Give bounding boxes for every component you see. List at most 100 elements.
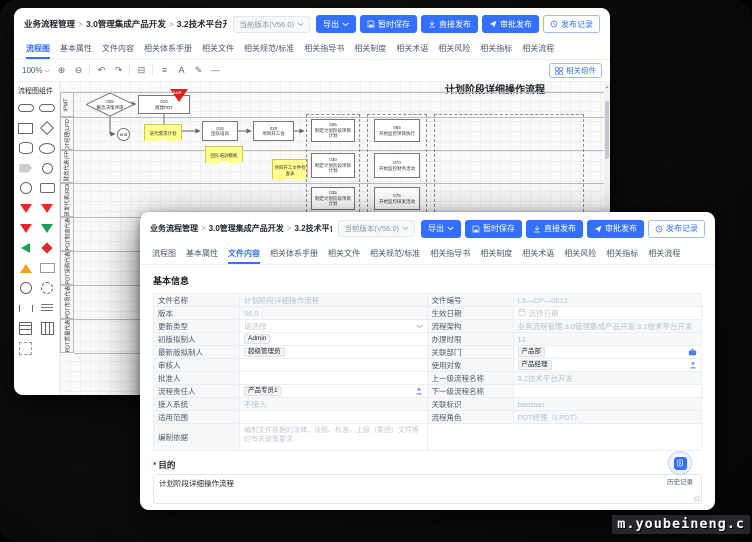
flow-node-025[interactable]: 025 制定计划阶段项目计划 [311,119,355,142]
cylinder-shape[interactable] [18,142,34,154]
resize-handle-icon[interactable] [694,496,700,502]
tab-基本属性[interactable]: 基本属性 [60,44,92,53]
rows-box-shape[interactable] [18,321,34,335]
direct-publish-button[interactable]: 直接发布 [526,219,583,238]
undo-icon[interactable]: ↶ [97,65,106,75]
ellipse-shape[interactable] [39,142,56,154]
tab-相关规范/标准[interactable]: 相关规范/标准 [244,44,295,53]
delete-icon[interactable]: ⊟ [137,65,146,75]
field-input-关联标识[interactable]: baostan [513,398,701,410]
tab-相关术语[interactable]: 相关术语 [522,249,555,258]
version-selector[interactable]: 当前版本(V56.0) [233,15,310,33]
pentagon-shape[interactable] [18,162,34,174]
tri-down-red-shape[interactable] [39,202,55,214]
tab-基本属性[interactable]: 基本属性 [186,249,218,258]
circle-go-shape[interactable] [18,282,34,294]
temp-save-button[interactable]: 暂时保存 [465,219,522,238]
publish-records-button[interactable]: 发布记录 [543,15,600,33]
field-input-文件编号[interactable]: L3—CP—0012 [513,294,701,306]
field-input-接入系统[interactable]: 不接入 [240,398,428,410]
rect-plain-shape[interactable] [39,262,55,274]
flow-node-065[interactable]: 065 开始监控项目执行 [374,119,420,142]
purpose-textarea[interactable]: 计划阶段详细操作流程 [153,474,702,504]
zoom-in-icon[interactable]: ⊕ [57,65,66,75]
tab-相关流程[interactable]: 相关流程 [522,44,555,53]
breadcrumb-item[interactable]: 3.2技术平台开发 [176,19,228,29]
breadcrumb-item[interactable]: 业务流程管理 [24,19,76,29]
flow-node-end[interactable]: end [117,128,130,141]
direct-publish-button[interactable]: 直接发布 [421,15,478,33]
person-icon[interactable] [415,387,423,395]
tab-相关风险[interactable]: 相关风险 [564,249,597,258]
tab-相关流程[interactable]: 相关流程 [648,249,681,258]
export-button[interactable]: 导出 [316,15,356,33]
tab-相关风险[interactable]: 相关风险 [438,44,471,53]
temp-save-button[interactable]: 暂时保存 [360,15,417,33]
tab-相关制度[interactable]: 相关制度 [480,249,513,258]
field-input-流程责任人[interactable]: 产品专员1 [240,385,428,397]
tab-相关规范/标准[interactable]: 相关规范/标准 [370,249,421,258]
callout-shape[interactable] [39,182,55,194]
align-icon[interactable]: ≡ [161,65,168,75]
approval-publish-button[interactable]: 审批发布 [587,219,644,238]
pill-shape[interactable] [17,102,34,114]
tab-流程图[interactable]: 流程图 [152,249,176,258]
diamond-shape[interactable] [39,120,55,136]
flow-node-070[interactable]: 070 开始监控财务活动 [374,153,420,178]
tri-down-red-shape[interactable] [18,202,34,214]
tab-相关体系手册[interactable]: 相关体系手册 [270,249,318,258]
flow-doc-training-template[interactable]: 团队培训模板 [205,146,243,165]
tab-流程图[interactable]: 流程图 [26,43,50,59]
field-input-生效日期[interactable]: 选择日期 [513,307,701,319]
history-float-button[interactable]: 历史记录 [663,451,697,486]
field-input-办理时限[interactable]: 12 [513,333,701,345]
text-item-shape[interactable] [39,302,55,314]
tab-相关制度[interactable]: 相关制度 [354,44,387,53]
publish-records-button[interactable]: 发布记录 [648,219,705,238]
zoom-level-select[interactable]: 100% [22,66,51,75]
tab-相关术语[interactable]: 相关术语 [396,44,429,53]
tab-相关指标[interactable]: 相关指标 [606,249,639,258]
export-button[interactable]: 导出 [421,219,461,238]
field-input-上一级流程名称[interactable]: 3.2技术平台开发 [513,372,701,384]
flow-node-030[interactable]: 030 制定计划阶段项目计划 [311,153,355,178]
tab-相关指导书[interactable]: 相关指导书 [304,44,345,53]
rect-shape[interactable] [18,122,34,134]
tab-相关文件[interactable]: 相关文件 [328,249,360,258]
organization-icon[interactable] [688,348,697,356]
breadcrumb-item[interactable]: 3.2技术平台开发 [294,224,332,233]
tri-up-orange-shape[interactable] [18,262,34,274]
kcp-marker[interactable]: KCP [170,89,188,102]
circle-small-shape[interactable] [39,162,55,174]
field-input-最新版拟制人[interactable]: 超级管理员 [240,346,428,358]
scroll-up-icon[interactable]: ▲ [604,83,610,91]
field-input-文件名称[interactable]: 计划阶段详细操作流程 [240,294,428,306]
field-input-适用范围[interactable] [240,411,428,423]
edit-icon[interactable]: ✎ [194,65,203,75]
version-selector[interactable]: 当前版本(V56.0) [338,220,415,237]
text-icon[interactable]: A [178,65,185,75]
flow-node-075[interactable]: 075 开始监控研发活动 [374,187,420,210]
flow-doc-kickoff-checklist[interactable]: 项目开工文件检查表 [272,159,308,181]
field-input-流程架构[interactable]: 业务流程管理:3.0管理集成产品开发:3.2技术平台开发 [513,320,701,332]
redo-icon[interactable]: ↷ [114,65,123,75]
breadcrumb-item[interactable]: 3.0管理集成产品开发 [208,224,284,233]
person-icon[interactable] [689,361,697,369]
field-input-版本[interactable]: 56.0 [240,307,428,319]
flow-node-015[interactable]: 015 团队培训 [202,121,238,141]
scrollbar-thumb[interactable] [605,101,609,159]
approval-publish-button[interactable]: 审批发布 [482,15,539,33]
zoom-out-icon[interactable]: ⊖ [74,65,83,75]
field-input-更新类型[interactable]: 请选择 [240,320,428,332]
tab-文件内容[interactable]: 文件内容 [102,44,134,53]
field-input-初版拟制人[interactable]: Admin [240,333,428,345]
circle-shape[interactable] [18,182,34,194]
field-input-批准人[interactable] [240,372,428,384]
field-input-关联部门[interactable]: 产品部 [513,346,701,358]
tri-down-green-shape[interactable] [39,222,55,234]
field-input-下一级流程名称[interactable] [513,385,701,397]
field-input-使用对象[interactable]: 产品经理 [513,359,701,371]
dashed-box-shape[interactable] [18,341,34,355]
tab-相关文件[interactable]: 相关文件 [202,44,234,53]
connector-shape[interactable] [18,302,34,314]
